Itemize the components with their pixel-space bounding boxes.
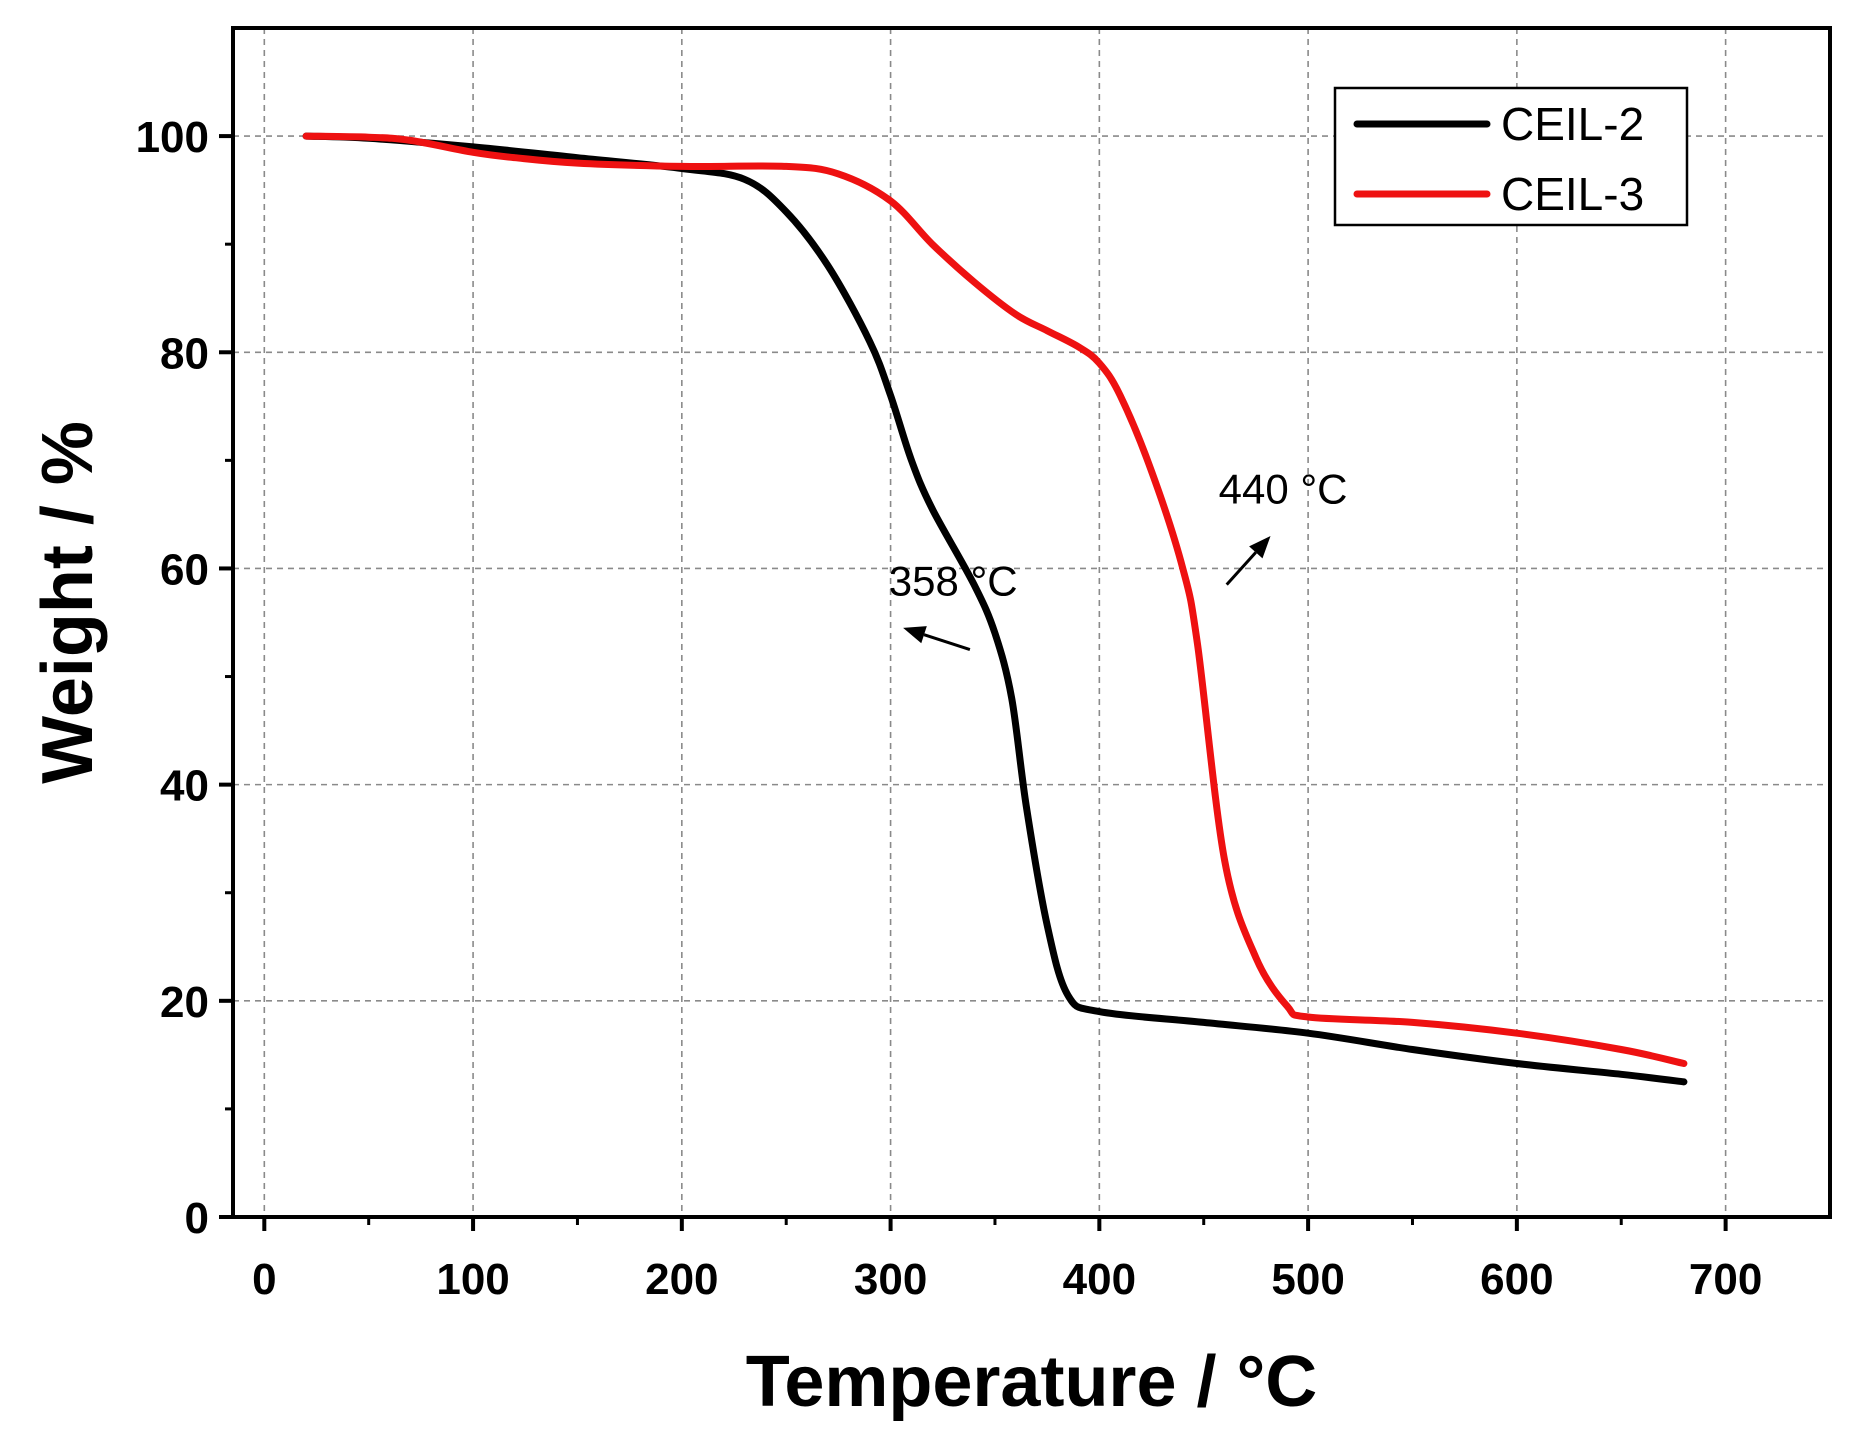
legend-label: CEIL-2 (1501, 98, 1644, 150)
y-tick-label: 40 (160, 762, 209, 811)
y-tick-label: 80 (160, 329, 209, 378)
plot-frame (231, 26, 1832, 1219)
y-tick-label: 60 (160, 545, 209, 594)
x-tick-label: 200 (645, 1255, 718, 1304)
x-tick-label: 700 (1689, 1255, 1762, 1304)
x-axis-title: Temperature / °C (746, 1342, 1318, 1422)
x-tick-label: 400 (1063, 1255, 1136, 1304)
x-tick-label: 600 (1480, 1255, 1553, 1304)
legend-box (1333, 86, 1689, 227)
annotation-arrow-shaft (1225, 551, 1257, 586)
y-axis-title: Weight / % (28, 421, 108, 784)
series-layer (302, 132, 1688, 1086)
annotation-arrow-head (1249, 536, 1271, 559)
annotation-arrow-shaft (923, 633, 971, 651)
grid-lines (233, 28, 1830, 1217)
x-tick-label: 500 (1271, 1255, 1344, 1304)
annotation-label: 358 °C (889, 557, 1018, 604)
x-tick-label: 300 (854, 1255, 927, 1304)
x-tick-label: 0 (252, 1255, 276, 1304)
legend-label: CEIL-3 (1501, 168, 1644, 220)
y-tick-label: 100 (136, 113, 209, 162)
annotation-arrow-head (903, 626, 927, 644)
series-line-ceil-3 (302, 132, 1688, 1067)
y-tick-label: 0 (185, 1194, 209, 1243)
legend: CEIL-2 CEIL-3 (1333, 86, 1689, 227)
x-tick-label: 100 (436, 1255, 509, 1304)
axis-ticks: 0 100 200 300 400 500 600 700 0 20 40 60 80 100 (136, 113, 1763, 1304)
annotation-label: 440 °C (1219, 466, 1348, 513)
y-tick-label: 20 (160, 978, 209, 1027)
annotations: 358 °C 440 °C (889, 466, 1348, 651)
